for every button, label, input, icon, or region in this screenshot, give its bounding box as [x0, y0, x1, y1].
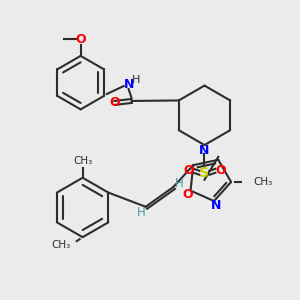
Text: O: O	[183, 164, 194, 177]
Text: CH₃: CH₃	[73, 156, 92, 166]
Text: H: H	[137, 206, 146, 219]
Text: H: H	[175, 178, 184, 190]
Text: O: O	[75, 32, 86, 46]
Text: O: O	[182, 188, 193, 201]
Text: S: S	[200, 166, 209, 180]
Text: CH₃: CH₃	[253, 177, 272, 187]
Text: CH₃: CH₃	[51, 240, 70, 250]
Text: H: H	[132, 75, 141, 85]
Text: N: N	[199, 145, 210, 158]
Text: O: O	[215, 164, 226, 177]
Text: N: N	[123, 78, 134, 91]
Text: N: N	[211, 199, 221, 212]
Text: O: O	[110, 96, 120, 110]
